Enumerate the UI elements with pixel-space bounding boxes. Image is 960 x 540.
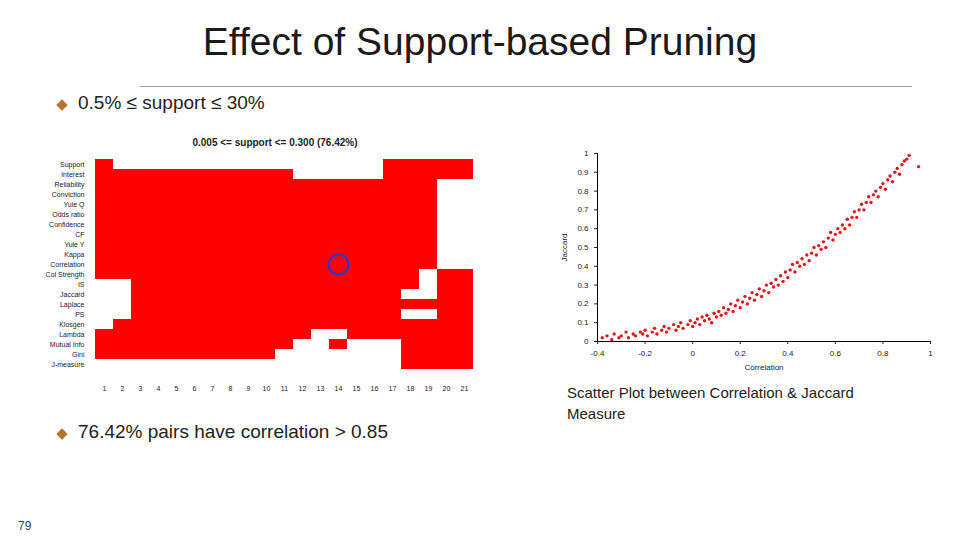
svg-text:CF: CF bbox=[75, 231, 84, 238]
svg-text:12: 12 bbox=[299, 385, 307, 392]
svg-text:Confidence: Confidence bbox=[49, 221, 85, 228]
svg-text:Klosgen: Klosgen bbox=[59, 321, 84, 329]
svg-text:0: 0 bbox=[584, 337, 589, 346]
svg-text:Yule Q: Yule Q bbox=[63, 201, 85, 209]
svg-text:0.9: 0.9 bbox=[577, 168, 589, 177]
svg-text:1: 1 bbox=[584, 149, 589, 158]
svg-text:10: 10 bbox=[263, 385, 271, 392]
svg-text:0.4: 0.4 bbox=[577, 262, 589, 271]
html-text:0.005 <= support <= 0.300 (76.: 0.005 <= support <= 0.300 (76.42%) bbox=[192, 137, 358, 148]
svg-text:0.1: 0.1 bbox=[577, 318, 589, 327]
svg-text:8: 8 bbox=[229, 385, 233, 392]
html-text:79: 79 bbox=[18, 519, 32, 533]
svg-text:2: 2 bbox=[121, 385, 125, 392]
svg-text:0.8: 0.8 bbox=[577, 187, 589, 196]
svg-text:Odds ratio: Odds ratio bbox=[52, 211, 84, 218]
svg-text:15: 15 bbox=[353, 385, 361, 392]
svg-text:Col Strength: Col Strength bbox=[46, 271, 85, 279]
svg-text:0.4: 0.4 bbox=[782, 349, 794, 358]
svg-text:5: 5 bbox=[175, 385, 179, 392]
svg-text:0.2: 0.2 bbox=[577, 299, 589, 308]
svg-text:Interest: Interest bbox=[61, 171, 84, 178]
svg-text:0: 0 bbox=[690, 349, 695, 358]
svg-text:Support: Support bbox=[60, 161, 85, 169]
svg-text:0.2: 0.2 bbox=[735, 349, 747, 358]
svg-text:9: 9 bbox=[247, 385, 251, 392]
svg-text:J-measure: J-measure bbox=[51, 361, 84, 368]
svg-text:PS: PS bbox=[75, 311, 85, 318]
svg-text:16: 16 bbox=[371, 385, 379, 392]
html-text:0.5% ≤ support ≤ 30%: 0.5% ≤ support ≤ 30% bbox=[78, 92, 265, 113]
svg-text:0.3: 0.3 bbox=[577, 281, 589, 290]
svg-text:Yule Y: Yule Y bbox=[64, 241, 84, 248]
svg-text:1: 1 bbox=[103, 385, 107, 392]
svg-text:17: 17 bbox=[389, 385, 397, 392]
svg-text:6: 6 bbox=[193, 385, 197, 392]
svg-text:0.6: 0.6 bbox=[577, 224, 589, 233]
svg-text:0.5: 0.5 bbox=[577, 243, 589, 252]
svg-text:13: 13 bbox=[317, 385, 325, 392]
svg-text:Mutual Info: Mutual Info bbox=[50, 341, 85, 348]
svg-text:0.7: 0.7 bbox=[577, 205, 589, 214]
svg-text:20: 20 bbox=[443, 385, 451, 392]
svg-text:18: 18 bbox=[407, 385, 415, 392]
svg-text:14: 14 bbox=[335, 385, 343, 392]
svg-text:11: 11 bbox=[281, 385, 288, 392]
svg-text:Jaccard: Jaccard bbox=[60, 291, 85, 298]
svg-text:1: 1 bbox=[928, 349, 933, 358]
svg-text:Lambda: Lambda bbox=[59, 331, 84, 338]
svg-text:Kappa: Kappa bbox=[64, 251, 84, 259]
svg-text:Conviction: Conviction bbox=[52, 191, 85, 198]
svg-text:21: 21 bbox=[461, 385, 469, 392]
svg-text:Gini: Gini bbox=[72, 351, 85, 358]
svg-text:3: 3 bbox=[139, 385, 143, 392]
svg-text:Reliability: Reliability bbox=[55, 181, 85, 189]
svg-text:0.6: 0.6 bbox=[830, 349, 842, 358]
html-text:Effect of Support-based Prunin: Effect of Support-based Pruning bbox=[202, 20, 758, 63]
svg-text:IS: IS bbox=[78, 281, 85, 288]
svg-text:19: 19 bbox=[425, 385, 433, 392]
svg-text:Correlation: Correlation bbox=[744, 363, 783, 372]
svg-text:Correlation: Correlation bbox=[50, 261, 84, 268]
svg-text:0.8: 0.8 bbox=[877, 349, 889, 358]
html-text:Scatter Plot between Correlati: Scatter Plot between Correlation & Jacca… bbox=[567, 384, 854, 422]
html-text:76.42% pairs have correlation: 76.42% pairs have correlation > 0.85 bbox=[78, 421, 388, 442]
svg-text:Jaccard: Jaccard bbox=[560, 233, 569, 261]
svg-text:7: 7 bbox=[211, 385, 215, 392]
svg-text:4: 4 bbox=[157, 385, 161, 392]
svg-text:-0.4: -0.4 bbox=[591, 349, 605, 358]
svg-text:-0.2: -0.2 bbox=[638, 349, 652, 358]
svg-text:Laplace: Laplace bbox=[60, 301, 85, 309]
